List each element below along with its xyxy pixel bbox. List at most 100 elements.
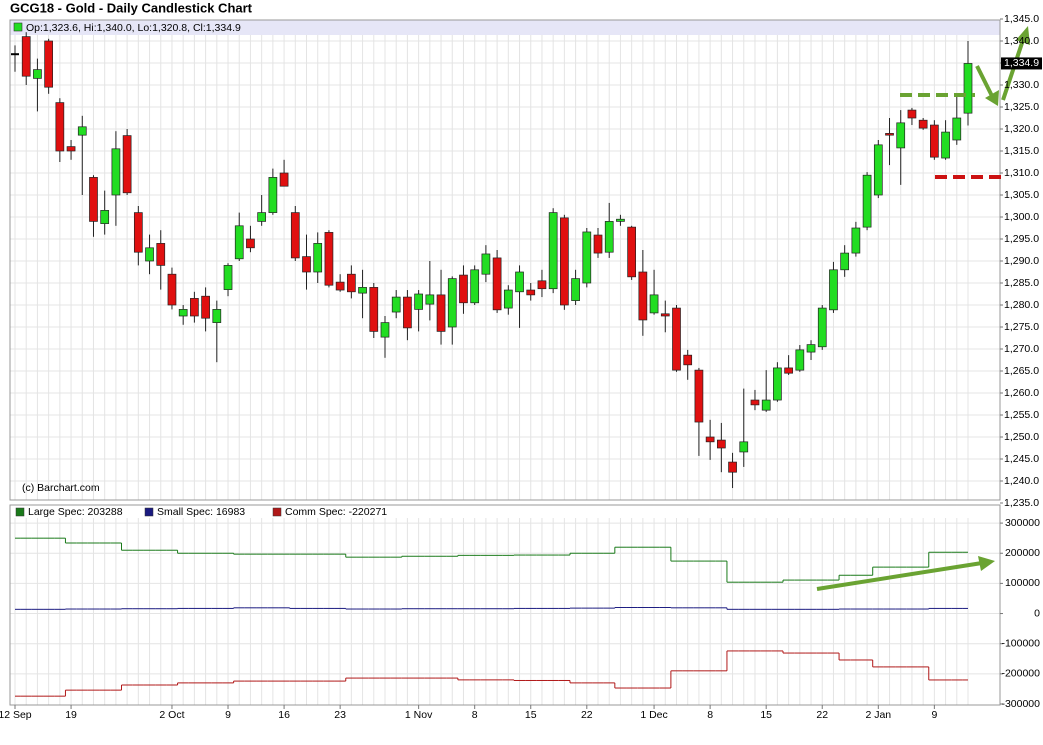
candle-body [896, 122, 906, 149]
candle-body [672, 307, 681, 371]
candle-body [829, 269, 838, 311]
candle-body [257, 212, 267, 222]
candle-body [907, 109, 917, 119]
candle-body [941, 131, 950, 159]
y-tick-label: 1,245.0 [1004, 453, 1039, 465]
y-tick-label: 1,310.0 [1004, 167, 1039, 179]
candle-body [279, 172, 289, 187]
y-tick-label: 1,240.0 [1004, 475, 1039, 487]
candle-body [806, 344, 816, 353]
x-tick-label: 8 [707, 709, 713, 721]
x-tick-label: 1 Dec [640, 709, 667, 721]
credit: (c) Barchart.com [22, 482, 100, 494]
candle-body [604, 221, 614, 253]
candle-body [694, 369, 704, 423]
x-tick-label: 9 [225, 709, 231, 721]
y-tick-label: -200000 [1001, 668, 1040, 680]
y-tick-label: 1,330.0 [1004, 79, 1039, 91]
legend-swatch [15, 507, 25, 517]
candle-body [750, 399, 760, 406]
candle-body [302, 256, 311, 273]
candle-body [391, 296, 401, 313]
x-tick-label: 22 [816, 709, 828, 721]
cot-arrow [816, 561, 983, 591]
candle-body [403, 296, 412, 329]
info-icon [13, 22, 23, 32]
y-tick-label: 1,255.0 [1004, 409, 1039, 421]
candle-body [885, 133, 894, 136]
x-tick-label: 2 Jan [865, 709, 891, 721]
candle-body [616, 218, 625, 222]
candle-body [716, 439, 726, 449]
y-tick-label: 1,270.0 [1004, 343, 1039, 355]
candle-body [481, 253, 491, 275]
legend-label: Small Spec: 16983 [157, 506, 245, 518]
x-tick-label: 15 [525, 709, 537, 721]
candle-body [89, 177, 98, 222]
ohlc-info: Op:1,323.6, Hi:1,340.0, Lo:1,320.8, Cl:1… [26, 22, 241, 34]
legend-bar [11, 506, 999, 518]
y-tick-label: 1,290.0 [1004, 255, 1039, 267]
y-tick-label: 300000 [1005, 517, 1040, 529]
x-tick-label: 15 [760, 709, 772, 721]
y-tick-label: 1,300.0 [1004, 211, 1039, 223]
candle-body [952, 117, 962, 141]
candle-body [223, 265, 233, 290]
legend-swatch [272, 507, 282, 517]
candle-body [503, 289, 513, 309]
candle-body [201, 295, 210, 319]
candle-body [515, 271, 524, 293]
arrow-up [1001, 39, 1025, 101]
y-tick-label: 1,235.0 [1004, 497, 1039, 509]
annotations [816, 26, 1030, 591]
candle-body [728, 461, 737, 473]
candle-body [290, 212, 300, 259]
candle-body [190, 298, 199, 317]
candle-body [873, 144, 883, 196]
x-tick-label: 8 [472, 709, 478, 721]
x-tick-label: 12 Sep [0, 709, 32, 721]
candle-body [492, 257, 502, 311]
candle-body [795, 349, 805, 371]
candle-body [593, 234, 603, 254]
y-tick-label: 200000 [1005, 547, 1040, 559]
y-tick-label: 1,280.0 [1004, 299, 1039, 311]
candle-body [705, 436, 715, 443]
x-tick-label: 9 [931, 709, 937, 721]
candle-body [212, 309, 222, 323]
candle-body [380, 322, 390, 338]
candle-body [862, 174, 872, 228]
candle-body [963, 63, 973, 114]
y-tick-label: 0 [1034, 607, 1040, 619]
candle-body [784, 367, 793, 374]
candle-body [660, 313, 670, 317]
cot-panel-frame [9, 504, 1001, 706]
arrow-down [975, 65, 994, 97]
candle-body [268, 177, 278, 213]
legend-swatch [144, 507, 154, 517]
chart-title: GCG18 - Gold - Daily Candlestick Chart [10, 0, 253, 15]
candle-body [761, 399, 771, 411]
candle-body [156, 243, 166, 266]
candle-body [840, 252, 850, 271]
candle-body [77, 126, 87, 136]
arrow-head [978, 556, 995, 571]
arrow-head [1016, 26, 1030, 45]
y-tick-label: 1,340.0 [1004, 35, 1039, 47]
info-bar [10, 20, 1000, 35]
price-tag-box [1001, 57, 1042, 70]
arrow-head [985, 90, 999, 106]
candle-body [347, 273, 356, 293]
y-tick-label: -100000 [1001, 637, 1040, 649]
y-tick-label: 1,325.0 [1004, 101, 1039, 113]
x-tick-label: 16 [278, 709, 290, 721]
candle-body [526, 289, 536, 296]
candle-body [21, 36, 31, 77]
candle-body [425, 294, 435, 305]
y-tick-label: 1,260.0 [1004, 387, 1039, 399]
mark-layer [11, 32, 973, 697]
candle-body [459, 274, 468, 304]
candle-body [178, 309, 188, 317]
